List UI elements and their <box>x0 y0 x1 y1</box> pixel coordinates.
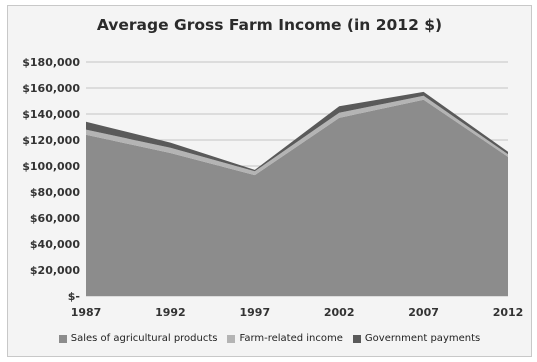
x-axis-ticks: 1987 1992 1997 2002 2007 2012 <box>71 306 524 319</box>
legend-item: Sales of agricultural products <box>58 333 218 344</box>
legend-label: Farm-related income <box>239 333 343 344</box>
legend-label: Government payments <box>364 333 481 344</box>
area-government-payments <box>86 91 508 172</box>
y-tick-label: $140,000 <box>22 108 80 121</box>
legend-swatch <box>227 334 236 343</box>
area-sales-of-agricultural-products <box>86 99 508 296</box>
area-farm-related-income <box>86 95 508 176</box>
x-tick-label: 1997 <box>239 306 270 319</box>
y-axis-ticks: $- $20,000 $40,000 $60,000 $80,000 $100,000 $1… <box>22 56 80 303</box>
x-tick-label: 1992 <box>155 306 186 319</box>
chart-frame: Average Gross Farm Income (in 2012 $) $-… <box>7 5 532 357</box>
area-series <box>86 91 508 296</box>
legend-item: Government payments <box>352 333 481 344</box>
y-tick-label: $20,000 <box>30 264 80 277</box>
chart-title: Average Gross Farm Income (in 2012 $) <box>96 16 443 34</box>
y-tick-label: $60,000 <box>30 212 80 225</box>
x-tick-label: 2007 <box>408 306 439 319</box>
y-tick-label: $- <box>68 290 80 303</box>
y-tick-label: $120,000 <box>22 134 80 147</box>
legend-label: Sales of agricultural products <box>70 333 218 344</box>
x-tick-label: 1987 <box>71 306 102 319</box>
y-tick-label: $160,000 <box>22 82 80 95</box>
chart-plot: $- $20,000 $40,000 $60,000 $80,000 $100,000 $1… <box>22 56 524 319</box>
x-tick-label: 2002 <box>324 306 355 319</box>
y-tick-label: $40,000 <box>30 238 80 251</box>
x-tick-label: 2012 <box>493 306 524 319</box>
legend: Sales of agricultural products Farm-relat… <box>8 333 531 344</box>
y-tick-label: $180,000 <box>22 56 80 69</box>
legend-item: Farm-related income <box>227 333 343 344</box>
legend-swatch <box>352 334 361 343</box>
y-tick-label: $80,000 <box>30 186 80 199</box>
y-tick-label: $100,000 <box>22 160 80 173</box>
legend-swatch <box>58 334 67 343</box>
